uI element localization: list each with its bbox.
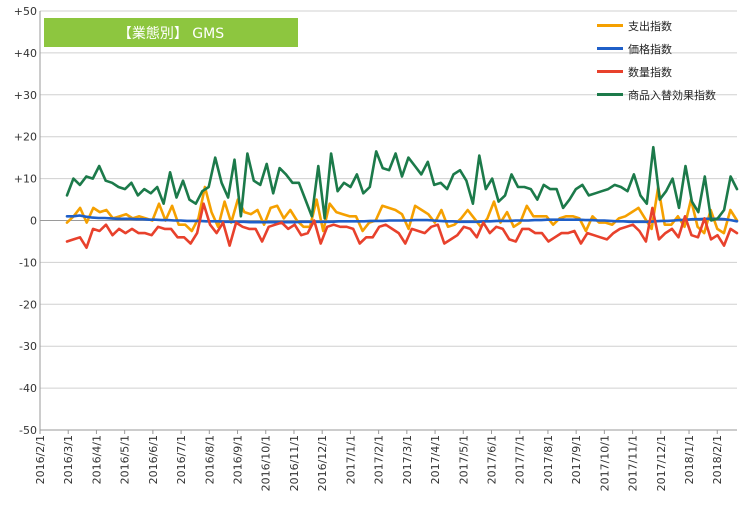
series-lines	[65, 145, 739, 249]
series-line-3	[65, 145, 739, 222]
y-tick-label: -50	[19, 424, 37, 437]
x-tick-label: 2016/10/1	[260, 435, 273, 491]
y-tick-label: +40	[14, 47, 37, 60]
x-tick-label: 2016/9/1	[232, 435, 245, 484]
y-tick-label: -30	[19, 340, 37, 353]
x-tick-label: 2017/3/1	[401, 435, 414, 484]
legend-swatch-price	[597, 47, 623, 50]
x-tick-label: 2017/7/1	[514, 435, 527, 484]
x-tick-label: 2017/1/1	[344, 435, 357, 484]
x-tick-label: 2016/11/1	[288, 435, 301, 491]
series-line-0	[65, 185, 739, 235]
x-tick-label: 2017/8/1	[542, 435, 555, 484]
x-tick-label: 2016/5/1	[119, 435, 132, 484]
x-tick-label: 2016/4/1	[90, 435, 103, 484]
legend-swatch-quantity	[597, 70, 623, 73]
x-tick-label: 2017/2/1	[373, 435, 386, 484]
y-tick-label: 0	[30, 215, 37, 228]
x-tick-labels: 2016/2/1 2016/3/1 2016/4/1 2016/5/1 2016/6/1…	[34, 435, 724, 491]
y-tick-label: -20	[19, 298, 37, 311]
x-tick-label: 2016/8/1	[203, 435, 216, 484]
legend: 支出指数 価格指数 数量指数 商品入替効果指数	[597, 14, 737, 106]
y-tick-label: +20	[14, 131, 37, 144]
legend-item-price: 価格指数	[597, 37, 737, 60]
y-tick-label: +30	[14, 89, 37, 102]
legend-swatch-spending	[597, 24, 623, 27]
legend-item-quantity: 数量指数	[597, 60, 737, 83]
x-tick-label: 2017/10/1	[598, 435, 611, 491]
x-tick-label: 2017/12/1	[655, 435, 668, 491]
y-tick-label: -10	[19, 256, 37, 269]
y-tick-label: -40	[19, 382, 37, 395]
legend-label-product-replacement: 商品入替効果指数	[628, 88, 716, 102]
legend-item-spending: 支出指数	[597, 14, 737, 37]
x-tick-label: 2017/6/1	[485, 435, 498, 484]
x-tick-label: 2016/2/1	[34, 435, 47, 484]
legend-swatch-product-replacement	[597, 93, 623, 96]
y-tick-label: +50	[14, 5, 37, 18]
x-tick-label: 2016/12/1	[316, 435, 329, 491]
legend-label-quantity: 数量指数	[628, 65, 672, 79]
x-tick-label: 2016/7/1	[175, 435, 188, 484]
axes	[39, 11, 737, 434]
chart-title: 【業態別】 GMS	[44, 18, 298, 47]
legend-item-product-replacement: 商品入替効果指数	[597, 83, 737, 106]
legend-label-price: 価格指数	[628, 42, 672, 56]
x-tick-label: 2017/5/1	[457, 435, 470, 484]
series-line-1	[65, 214, 739, 224]
series-line-2	[65, 202, 739, 249]
x-tick-label: 2017/4/1	[429, 435, 442, 484]
y-tick-labels: +50 +40 +30 +20 +10 0 -10 -20 -30 -40 -50	[14, 5, 37, 437]
y-tick-label: +10	[14, 173, 37, 186]
x-tick-label: 2017/9/1	[570, 435, 583, 484]
x-tick-label: 2017/11/1	[627, 435, 640, 491]
x-tick-label: 2016/3/1	[62, 435, 75, 484]
x-tick-label: 2018/1/1	[683, 435, 696, 484]
x-tick-label: 2016/6/1	[147, 435, 160, 484]
x-tick-label: 2018/2/1	[711, 435, 724, 484]
legend-label-spending: 支出指数	[628, 19, 672, 33]
